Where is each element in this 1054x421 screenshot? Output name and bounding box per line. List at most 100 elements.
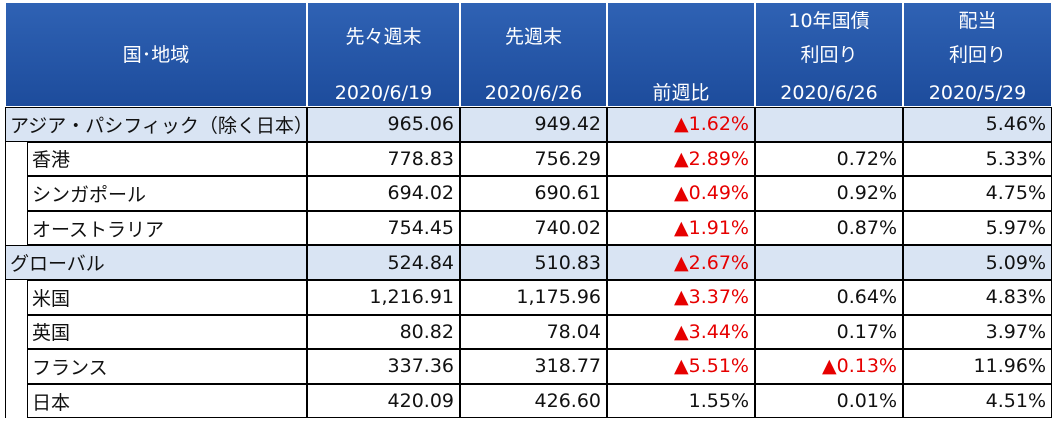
data-cell: 4.51% [903,383,1052,419]
row-label: 香港 [32,149,71,172]
row-label-cell: オーストラリア [27,210,307,246]
cell-value: 5.97% [985,217,1046,240]
data-cell: ▲3.37% [607,280,755,315]
data-cell: 0.64% [755,280,903,315]
header-text: 先週末 [504,26,562,48]
data-cell: 0.01% [755,383,903,419]
cell-value: 694.02 [387,182,454,205]
cell-value: 0.72% [836,147,897,170]
data-cell: ▲1.91% [607,210,755,246]
cell-value: 5.46% [985,113,1046,136]
data-cell: 1.55% [607,383,755,419]
cell-value: 426.60 [534,390,601,413]
data-cell: 80.82 [307,314,460,350]
cell-value: 965.06 [387,113,454,136]
data-cell: 78.04 [460,314,607,350]
cell-value: 949.42 [534,113,601,136]
data-cell: 337.36 [307,349,460,384]
cell-value: 754.45 [387,217,454,240]
cell-value: 510.83 [534,251,601,274]
row-label-cell: 米国 [27,280,307,315]
header-text: 利回り [948,44,1006,66]
cell-value: 337.36 [387,355,454,378]
cell-value: 4.75% [985,182,1046,205]
data-cell: 5.46% [903,107,1052,142]
cell-value: ▲0.13% [822,355,897,378]
data-cell: 0.17% [755,314,903,350]
data-cell: 694.02 [307,176,460,211]
row-label-cell: フランス [27,349,307,384]
data-cell [755,245,903,280]
header-cell: 配当利回り 2020/5/29 [903,2,1052,107]
indent [5,383,29,419]
cell-value: ▲2.89% [674,147,749,170]
header-cell: 10年国債 利回り 2020/6/26 [755,2,903,107]
indent [5,280,29,315]
data-cell [755,107,903,142]
cell-value: 420.09 [387,390,454,413]
cell-value: 4.83% [985,286,1046,309]
data-cell: 420.09 [307,383,460,419]
cell-value: 0.87% [836,217,897,240]
data-cell: ▲0.49% [607,176,755,211]
header-cell: 前週比 [607,2,755,107]
row-label: シンガポール [32,183,147,206]
cell-value: 4.51% [985,390,1046,413]
header-text: 配当 [958,10,997,32]
header-text: 2020/5/29 [928,82,1027,104]
cell-value: 5.33% [985,147,1046,170]
header-text: 前週比 [652,82,710,104]
data-cell: 510.83 [460,245,607,280]
cell-value: 3.97% [985,320,1046,343]
indent [5,314,29,350]
data-cell: 0.87% [755,210,903,246]
cell-value: 740.02 [534,217,601,240]
data-cell: 0.92% [755,176,903,211]
data-cell: 5.33% [903,141,1052,177]
cell-value: 11.96% [973,355,1046,378]
header-cell: 先週末 2020/6/26 [460,2,607,107]
cell-value: 1.55% [688,390,749,413]
data-cell: 4.83% [903,280,1052,315]
data-cell: ▲3.44% [607,314,755,350]
header-cell: 先々週末 2020/6/19 [307,2,460,107]
header-text: 2020/6/19 [334,82,433,104]
cell-value: 756.29 [534,147,601,170]
header-text: 国･地域 [122,44,190,66]
data-cell: 740.02 [460,210,607,246]
data-cell: 756.29 [460,141,607,177]
row-label: 日本 [32,391,71,414]
row-label-cell: シンガポール [27,176,307,211]
data-cell: 318.77 [460,349,607,384]
row-label: オーストラリア [32,218,165,241]
cell-value: 524.84 [387,251,454,274]
data-cell: ▲2.67% [607,245,755,280]
cell-value: 0.92% [836,182,897,205]
data-cell: ▲5.51% [607,349,755,384]
row-label-cell: 香港 [27,141,307,177]
data-cell: 0.72% [755,141,903,177]
row-label: フランス [32,356,108,379]
cell-value: 318.77 [534,355,601,378]
cell-value: ▲0.49% [674,182,749,205]
data-cell: 754.45 [307,210,460,246]
cell-value: 0.17% [836,320,897,343]
data-cell: 524.84 [307,245,460,280]
cell-value: ▲2.67% [674,251,749,274]
data-cell: 1,216.91 [307,280,460,315]
data-cell: 5.97% [903,210,1052,246]
data-cell: 690.61 [460,176,607,211]
row-label: アジア・パシフィック（除く日本） [10,114,313,137]
row-label: 米国 [32,287,71,310]
row-label: 英国 [32,322,71,345]
row-label-cell: アジア・パシフィック（除く日本） [5,107,313,142]
row-label: グローバル [10,253,105,276]
cell-value: 778.83 [387,147,454,170]
indent [5,210,29,246]
data-cell: ▲0.13% [755,349,903,384]
data-cell: 965.06 [307,107,460,142]
indent [5,349,29,384]
row-label-cell: グローバル [5,245,307,280]
cell-value: 78.04 [546,320,601,343]
